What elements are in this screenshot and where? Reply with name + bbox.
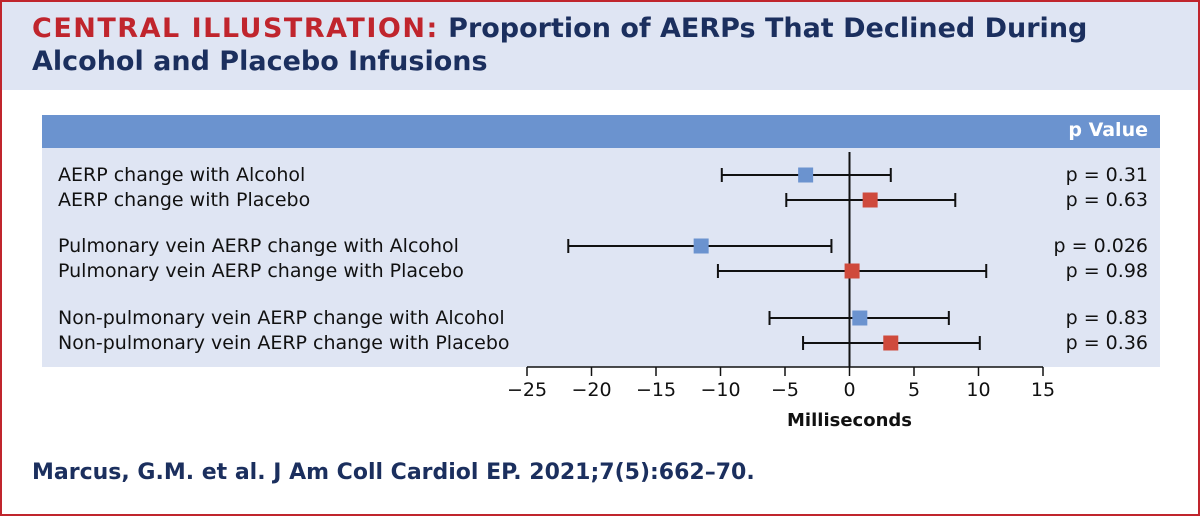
p-value: p = 0.63 bbox=[1065, 189, 1148, 211]
pvalue-column-header: p Value bbox=[1068, 119, 1148, 141]
p-value: p = 0.36 bbox=[1065, 332, 1148, 354]
p-value: p = 0.83 bbox=[1065, 307, 1148, 329]
p-value: p = 0.31 bbox=[1065, 164, 1148, 186]
x-tick-label: −15 bbox=[636, 379, 676, 401]
forest-panel: p Value AERP change with Alcohol p = 0.31… bbox=[42, 115, 1160, 367]
row-label: AERP change with Alcohol bbox=[58, 164, 306, 186]
estimate-marker bbox=[798, 167, 814, 183]
x-tick-label: 0 bbox=[843, 379, 855, 401]
title-text: Proportion of AERPs That Declined During… bbox=[32, 13, 1088, 77]
header-band: CENTRAL ILLUSTRATION: Proportion of AERP… bbox=[2, 2, 1198, 90]
title-prefix: CENTRAL ILLUSTRATION: bbox=[32, 13, 439, 44]
x-tick-label: −5 bbox=[771, 379, 799, 401]
row-label: AERP change with Placebo bbox=[58, 189, 311, 211]
panel-header-bar: p Value bbox=[42, 115, 1160, 148]
estimate-marker bbox=[862, 192, 878, 208]
p-value: p = 0.026 bbox=[1053, 235, 1148, 257]
x-tick-label: 5 bbox=[908, 379, 920, 401]
row-label: Non-pulmonary vein AERP change with Plac… bbox=[58, 332, 510, 354]
figure-title: CENTRAL ILLUSTRATION: Proportion of AERP… bbox=[32, 12, 1172, 78]
x-tick-label: −20 bbox=[571, 379, 611, 401]
estimate-marker bbox=[883, 335, 899, 351]
x-tick-label: −10 bbox=[700, 379, 740, 401]
x-tick-label: 15 bbox=[1031, 379, 1055, 401]
x-tick-label: 10 bbox=[966, 379, 990, 401]
citation: Marcus, G.M. et al. J Am Coll Cardiol EP… bbox=[32, 460, 755, 485]
estimate-marker bbox=[693, 238, 709, 254]
row-label: Non-pulmonary vein AERP change with Alco… bbox=[58, 307, 505, 329]
x-axis-label: Milliseconds bbox=[787, 410, 912, 431]
estimate-marker bbox=[844, 263, 860, 279]
row-label: Pulmonary vein AERP change with Placebo bbox=[58, 260, 464, 282]
row-label: Pulmonary vein AERP change with Alcohol bbox=[58, 235, 459, 257]
forest-plot: −25 −20 −15 −10 −5 0 5 10 15 Milliseconds bbox=[507, 152, 1055, 431]
estimate-marker bbox=[852, 310, 868, 326]
x-tick-label: −25 bbox=[507, 379, 547, 401]
p-value: p = 0.98 bbox=[1065, 260, 1148, 282]
